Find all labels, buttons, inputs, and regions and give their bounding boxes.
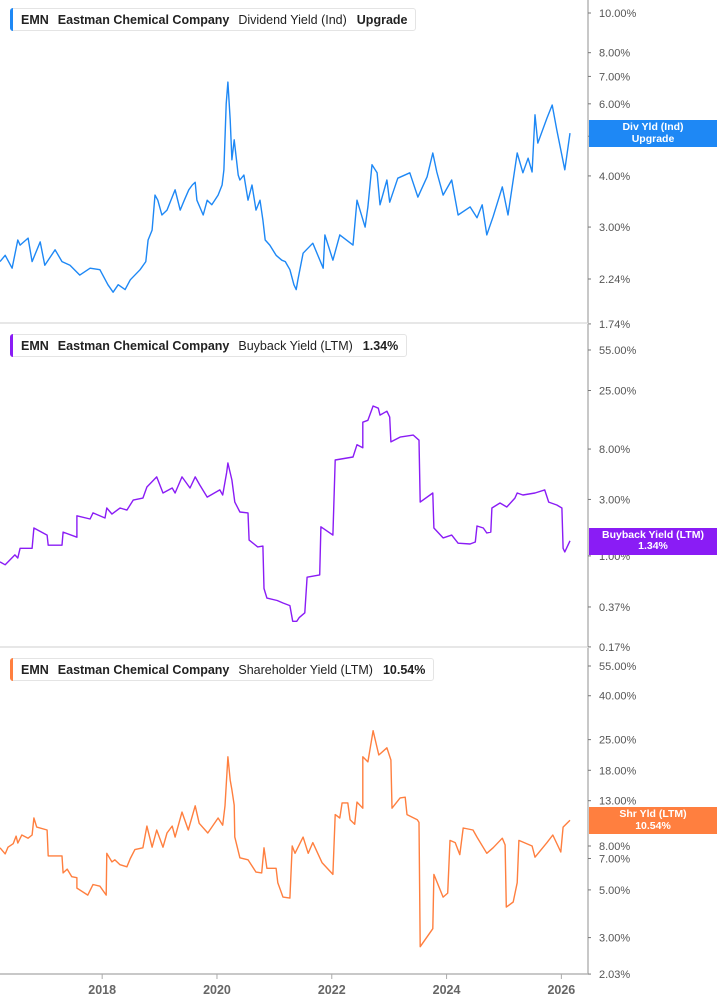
y-tick-label: 7.00% <box>599 71 630 83</box>
y-tick-label: 55.00% <box>599 345 637 357</box>
series-line <box>0 405 571 622</box>
badge-value: 10.54% <box>635 819 671 832</box>
y-tick-label: 18.00% <box>599 765 637 777</box>
y-tick-label: 3.00% <box>599 494 630 506</box>
legend-color-bar <box>10 334 13 357</box>
panel-0: 10.00%8.00%7.00%6.00%5.00%4.00%3.00%2.24… <box>0 0 637 331</box>
legend-metric: Shareholder Yield (LTM) <box>238 662 373 677</box>
x-axis: 2018 2020 2022 2024 2026 <box>88 974 575 997</box>
y-tick-label: 40.00% <box>599 691 637 703</box>
legend-ticker: EMN <box>21 338 49 353</box>
legend-company: Eastman Chemical Company <box>57 662 230 677</box>
y-tick-label: 3.00% <box>599 222 630 234</box>
series-line <box>0 81 571 293</box>
current-value-badge-buyback: Buyback Yield (LTM) 1.34% <box>589 527 717 555</box>
legend-buyback-yield: EMN Eastman Chemical Company Buyback Yie… <box>10 334 408 357</box>
y-tick-label: 7.00% <box>599 853 630 865</box>
y-tick-label: 0.17% <box>599 642 630 654</box>
current-value-badge-shareholder: Shr Yld (LTM) 10.54% <box>589 807 717 835</box>
legend-metric: Buyback Yield (LTM) <box>238 338 353 353</box>
badge-label: Shr Yld (LTM) <box>619 808 687 821</box>
panel-1: 55.00%25.00%8.00%3.00%1.00%0.37%0.17% <box>0 324 637 654</box>
panel-2: 55.00% 40.00% 25.00% 18.00% 13.00% 8.00%7.00%… <box>0 648 637 981</box>
x-tick-label: 2022 <box>318 983 346 997</box>
y-tick-label: 3.00% <box>599 933 630 945</box>
badge-label: Div Yld (Ind) <box>622 121 684 134</box>
y-tick-label: 13.00% <box>599 796 637 808</box>
y-tick-label: 10.00% <box>599 8 637 20</box>
legend-value: 1.34% <box>362 338 399 353</box>
legend-metric: Dividend Yield (Ind) <box>238 12 347 27</box>
y-tick-label: 1.74% <box>599 319 630 331</box>
badge-value: 1.34% <box>638 540 668 553</box>
legend-company: Eastman Chemical Company <box>57 338 230 353</box>
x-tick-label: 2026 <box>547 983 575 997</box>
y-tick-label: 4.00% <box>599 171 630 183</box>
legend-dividend-yield: EMN Eastman Chemical Company Dividend Yi… <box>10 8 417 31</box>
badge-value: Upgrade <box>631 132 675 145</box>
legend-shareholder-yield: EMN Eastman Chemical Company Shareholder… <box>10 658 435 681</box>
y-tick-label: 25.00% <box>599 735 637 747</box>
legend-color-bar <box>10 8 13 31</box>
legend-ticker: EMN <box>21 12 49 27</box>
y-tick-label: 6.00% <box>599 99 630 111</box>
legend-ticker: EMN <box>21 662 49 677</box>
y-tick-label: 2.24% <box>599 274 630 286</box>
current-value-badge-dividend: Div Yld (Ind) Upgrade <box>589 120 717 148</box>
legend-color-bar <box>10 658 13 681</box>
badge-label: Buyback Yield (LTM) <box>602 528 704 541</box>
y-tick-label: 8.00% <box>599 48 630 60</box>
x-tick-label: 2020 <box>203 983 231 997</box>
x-tick-label: 2018 <box>88 983 116 997</box>
y-tick-label: 55.00% <box>599 661 637 673</box>
x-tick-label: 2024 <box>433 983 461 997</box>
legend-company: Eastman Chemical Company <box>57 12 230 27</box>
legend-value: 10.54% <box>382 662 426 677</box>
y-tick-label: 8.00% <box>599 841 630 853</box>
series-line <box>0 730 571 948</box>
y-tick-label: 5.00% <box>599 885 630 897</box>
y-tick-label: 2.03% <box>599 969 630 981</box>
y-tick-label: 0.37% <box>599 602 630 614</box>
legend-value: Upgrade <box>356 12 408 27</box>
y-tick-label: 8.00% <box>599 444 630 456</box>
y-tick-label: 25.00% <box>599 386 637 398</box>
